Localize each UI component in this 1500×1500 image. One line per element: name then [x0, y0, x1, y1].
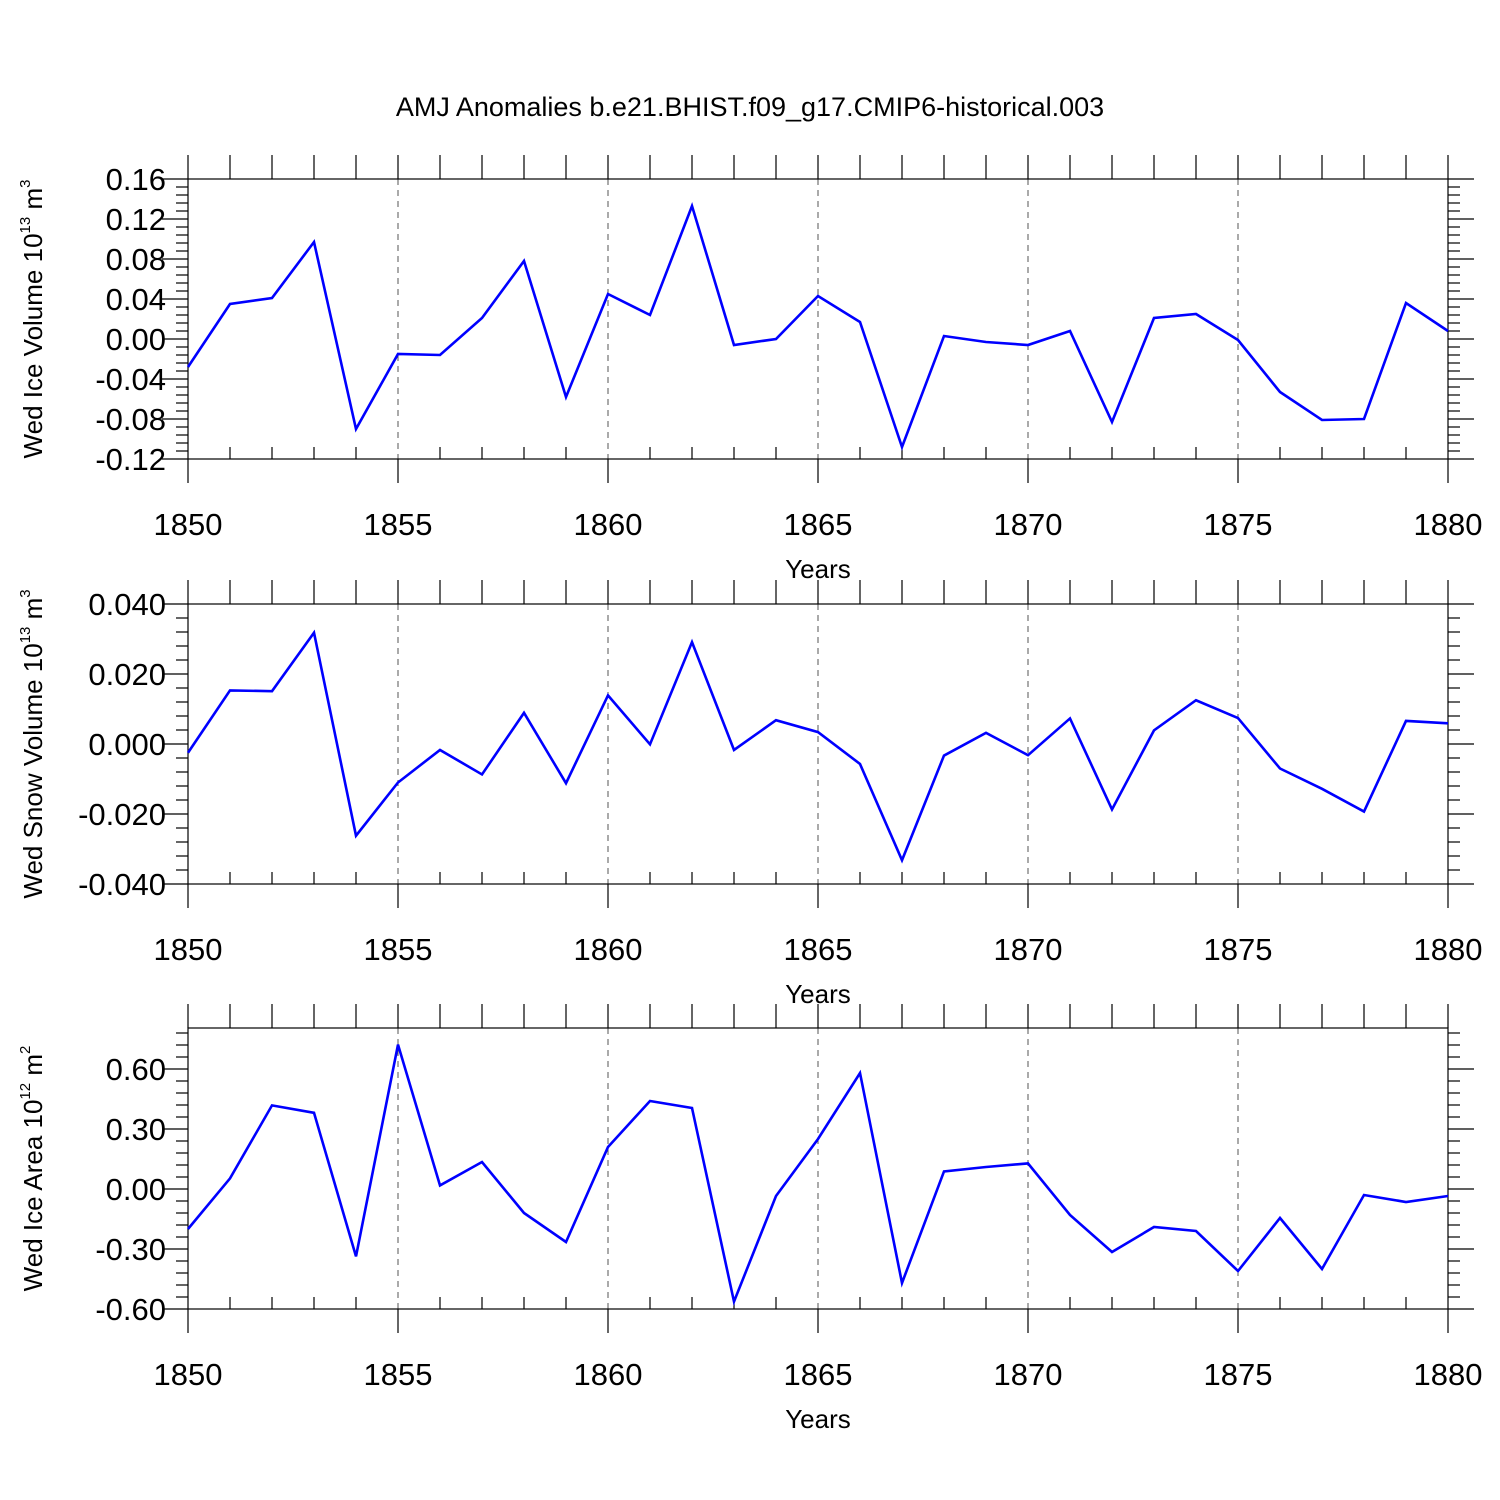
ice-volume-plot-frame — [187, 178, 1449, 460]
ice-area-x-tick-label-1860: 1860 — [574, 1357, 643, 1392]
ice-area-y-tick-label-0: -0.60 — [95, 1292, 166, 1327]
ice-area-x-axis-title: Years — [785, 1404, 851, 1434]
ice-volume-y-axis-title: Wed Ice Volume 1013 m3 — [17, 180, 48, 459]
snow-volume-x-tick-label-1875: 1875 — [1204, 932, 1273, 967]
ice-area-y-tick-label-2: 0.00 — [106, 1172, 166, 1207]
ice-area-y-axis-title: Wed Ice Area 1012 m2 — [17, 1046, 48, 1292]
snow-volume-y-tick-label-4: 0.040 — [88, 587, 166, 622]
ice-volume-y-tick-label-6: 0.12 — [106, 202, 166, 237]
snow-volume-x-tick-label-1880: 1880 — [1414, 932, 1483, 967]
ice-volume-x-axis-title: Years — [785, 554, 851, 584]
ice-area-plot-frame — [187, 1027, 1449, 1310]
ice-area-x-tick-label-1865: 1865 — [784, 1357, 853, 1392]
ice-area-x-tick-label-1850: 1850 — [154, 1357, 223, 1392]
ice-area-x-tick-label-1870: 1870 — [994, 1357, 1063, 1392]
snow-volume-y-tick-label-1: -0.020 — [78, 797, 166, 832]
snow-volume-x-tick-label-1865: 1865 — [784, 932, 853, 967]
ice-area-y-tick-label-1: -0.30 — [95, 1232, 166, 1267]
ice-volume-y-tick-label-0: -0.12 — [95, 442, 166, 477]
ice-volume-x-tick-label-1850: 1850 — [154, 507, 223, 542]
ice-volume-x-tick-label-1860: 1860 — [574, 507, 643, 542]
ice-area-y-tick-label-4: 0.60 — [106, 1052, 166, 1087]
ice-volume-x-tick-label-1855: 1855 — [364, 507, 433, 542]
snow-volume-y-axis-title: Wed Snow Volume 1013 m3 — [17, 589, 48, 898]
ice-volume-y-tick-label-2: -0.04 — [95, 362, 166, 397]
ice-volume-y-tick-label-3: 0.00 — [106, 322, 166, 357]
panel-ice-volume: 1850 1855 1860 1865 1870 1875 1880 Years -0.12 -0… — [17, 155, 1482, 584]
ice-area-y-tick-label-3: 0.30 — [106, 1112, 166, 1147]
ice-volume-y-tick-label-7: 0.16 — [106, 162, 166, 197]
ice-volume-x-tick-label-1875: 1875 — [1204, 507, 1273, 542]
snow-volume-y-tick-label-3: 0.020 — [88, 657, 166, 692]
snow-volume-x-tick-label-1860: 1860 — [574, 932, 643, 967]
snow-volume-x-tick-label-1870: 1870 — [994, 932, 1063, 967]
ice-area-x-tick-label-1855: 1855 — [364, 1357, 433, 1392]
panel-snow-volume: 1850 1855 1860 1865 1870 1875 1880Years-0.040-… — [17, 580, 1482, 1009]
figure-title: AMJ Anomalies b.e21.BHIST.f09_g17.CMIP6-… — [396, 92, 1104, 122]
snow-volume-x-tick-label-1855: 1855 — [364, 932, 433, 967]
snow-volume-x-tick-label-1850: 1850 — [154, 932, 223, 967]
ice-area-x-tick-label-1875: 1875 — [1204, 1357, 1273, 1392]
ice-volume-x-tick-label-1870: 1870 — [994, 507, 1063, 542]
snow-volume-y-tick-label-2: 0.000 — [88, 727, 166, 762]
ice-volume-x-tick-label-1880: 1880 — [1414, 507, 1483, 542]
snow-volume-y-tick-label-0: -0.040 — [78, 867, 166, 902]
panel-ice-area: 1850 1855 1860 1865 1870 1875 1880 Years -0.60 -0… — [17, 1004, 1482, 1434]
ice-area-x-tick-label-1880: 1880 — [1414, 1357, 1483, 1392]
ice-volume-x-tick-label-1865: 1865 — [784, 507, 853, 542]
ice-volume-y-tick-label-1: -0.08 — [95, 402, 166, 437]
ice-volume-y-tick-label-4: 0.04 — [106, 282, 166, 317]
ice-volume-y-tick-label-5: 0.08 — [106, 242, 166, 277]
